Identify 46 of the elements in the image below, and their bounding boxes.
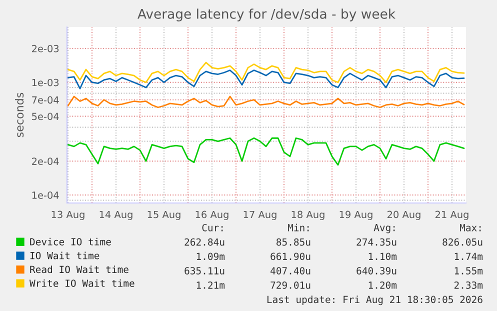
x-tick-label: 13 Aug <box>52 210 84 220</box>
y-tick-label: 2e-04 <box>32 158 59 165</box>
y-axis-title: seconds <box>15 92 24 138</box>
legend-label: Device IO time <box>30 238 111 246</box>
x-tick-label: 18 Aug <box>292 210 324 220</box>
chart-title: Average latency for /dev/sda - by week <box>138 8 396 22</box>
x-tick-label: 15 Aug <box>148 210 180 220</box>
text: 407.40u <box>270 267 310 274</box>
text: 85.85u <box>276 238 310 246</box>
text: 1.21m <box>196 281 225 289</box>
text: Last update: Fri Aug 21 18:30:05 2026 <box>267 296 482 306</box>
x-tick-label: 19 Aug <box>340 210 372 220</box>
x-tick-label: 17 Aug <box>244 210 276 220</box>
text: Avg: <box>374 224 395 234</box>
text: 729.01u <box>270 281 310 289</box>
line-series <box>67 62 465 84</box>
text: 1.10m <box>368 252 397 260</box>
text: 1.55m <box>454 267 483 274</box>
legend-label: IO Wait time <box>30 252 100 260</box>
legend-label: Write IO Wait time <box>30 279 134 287</box>
text: Cur: <box>202 224 223 232</box>
y-tick-label: 1e-04 <box>32 192 59 199</box>
y-tick-label: 1e-03 <box>32 78 59 86</box>
text: 661.90u <box>270 252 310 260</box>
legend-label: Read IO Wait time <box>30 266 128 274</box>
text: Min: <box>288 224 309 232</box>
text: 2.33m <box>454 281 483 289</box>
text: 1.20m <box>368 281 397 289</box>
x-tick-label: 20 Aug <box>387 210 420 220</box>
line-series <box>67 137 465 166</box>
y-tick-label: 2e-03 <box>32 44 59 52</box>
text: 262.84u <box>184 238 224 246</box>
text: 640.39u <box>356 267 396 274</box>
x-tick-label: 21 Aug <box>435 210 468 220</box>
text: 826.05u <box>442 238 482 246</box>
line-series <box>67 96 465 108</box>
text: 1.74m <box>454 252 483 260</box>
line-series <box>67 70 465 90</box>
text: Max: <box>460 224 481 232</box>
text: 274.35u <box>356 238 396 246</box>
text: 635.11u <box>184 267 224 274</box>
text: 1.09m <box>196 252 225 260</box>
y-tick-label: 7e-04 <box>32 96 59 104</box>
x-tick-label: 16 Aug <box>196 210 228 220</box>
x-tick-label: 14 Aug <box>100 210 132 220</box>
y-tick-label: 5e-04 <box>32 112 59 120</box>
